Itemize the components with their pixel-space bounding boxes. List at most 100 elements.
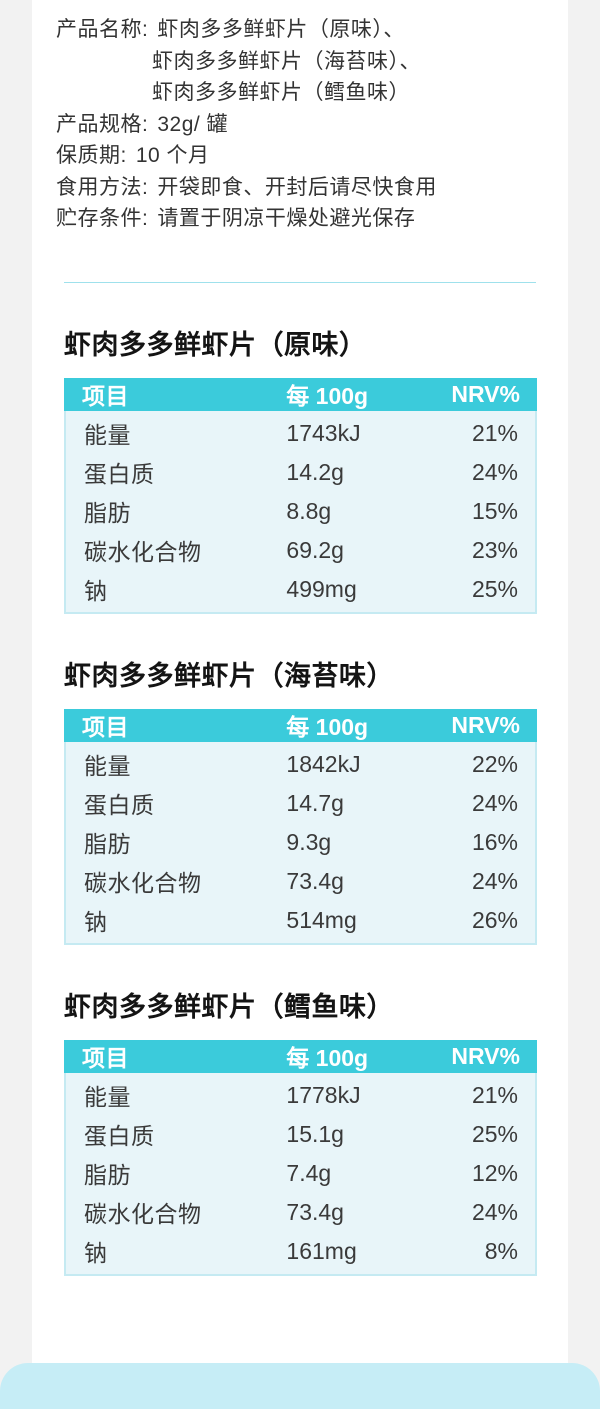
nutrition-section-cod: 虾肉多多鲜虾片（鳕鱼味） 项目 每 100g NRV% 能量 1778kJ 21… (56, 991, 544, 1276)
info-line: 产品名称: 虾肉多多鲜虾片（原味）、 (56, 14, 544, 46)
info-label: 保质期: (56, 144, 127, 167)
table-row: 碳水化合物 69.2g 23% (66, 531, 535, 570)
info-line: 保质期: 10 个月 (56, 140, 544, 172)
table-row: 蛋白质 14.7g 24% (66, 784, 535, 823)
info-value: 虾肉多多鲜虾片（海苔味）、 (152, 49, 421, 73)
table-row: 脂肪 7.4g 12% (66, 1154, 535, 1193)
info-line: 虾肉多多鲜虾片（海苔味）、 (56, 46, 544, 78)
nutrient-nrv: 12% (471, 1159, 518, 1186)
table-row: 能量 1743kJ 21% (66, 414, 535, 453)
nutrient-nrv: 24% (471, 789, 518, 816)
info-value: 请置于阴凉干燥处避光保存 (157, 207, 416, 230)
table-row: 脂肪 9.3g 16% (66, 823, 535, 862)
nutrient-amount: 69.2g (286, 536, 344, 563)
section-title: 虾肉多多鲜虾片（鳕鱼味） (64, 991, 394, 1022)
info-value: 10 个月 (135, 144, 210, 167)
nutrient-name: 脂肪 (84, 500, 131, 526)
table-row: 碳水化合物 73.4g 24% (66, 1193, 535, 1232)
nutrient-amount: 9.3g (286, 828, 332, 855)
nutrient-name: 碳水化合物 (84, 870, 202, 896)
table-row: 碳水化合物 73.4g 24% (66, 862, 535, 901)
nutrient-name: 能量 (84, 1084, 131, 1110)
nutrient-name: 能量 (84, 753, 131, 779)
info-line: 食用方法: 开袋即食、开封后请尽快食用 (56, 172, 544, 204)
header-nrv: NRV% (451, 380, 520, 407)
nutrient-amount: 8.8g (286, 497, 332, 524)
header-item: 项目 (82, 714, 129, 740)
nutrient-name: 脂肪 (84, 1162, 131, 1188)
table-row: 钠 161mg 8% (66, 1232, 535, 1271)
nutrient-nrv: 24% (471, 1198, 518, 1225)
table-body: 能量 1842kJ 22% 蛋白质 14.7g 24% 脂肪 9.3g (64, 741, 537, 945)
table-row: 蛋白质 14.2g 24% (66, 453, 535, 492)
nutrient-name: 碳水化合物 (84, 1201, 202, 1227)
nutrition-section-original: 虾肉多多鲜虾片（原味） 项目 每 100g NRV% 能量 1743kJ 21% (56, 329, 544, 614)
nutrient-amount: 15.1g (286, 1120, 344, 1147)
section-title: 虾肉多多鲜虾片（原味） (64, 329, 367, 360)
table-row: 能量 1842kJ 22% (66, 745, 535, 784)
nutrient-nrv: 8% (484, 1237, 518, 1264)
nutrient-amount: 7.4g (286, 1159, 332, 1186)
nutrient-nrv: 15% (471, 497, 518, 524)
table-row: 脂肪 8.8g 15% (66, 492, 535, 531)
nutrient-amount: 73.4g (286, 1198, 344, 1225)
nutrient-amount: 514mg (286, 906, 357, 933)
nutrient-amount: 1743kJ (286, 419, 361, 446)
info-label: 食用方法: (56, 175, 149, 199)
nutrient-nrv: 25% (471, 575, 518, 602)
product-info: 产品名称: 虾肉多多鲜虾片（原味）、 虾肉多多鲜虾片（海苔味）、 虾肉多多鲜虾片（… (56, 14, 544, 235)
header-item: 项目 (82, 1045, 129, 1071)
nutrient-amount: 1842kJ (286, 750, 361, 777)
nutrition-table: 项目 每 100g NRV% 能量 1842kJ 22% 蛋白质 14.7g (64, 708, 537, 945)
nutrient-nrv: 21% (471, 1081, 518, 1108)
nutrient-amount: 14.2g (286, 458, 344, 485)
nutrient-name: 钠 (84, 1240, 108, 1266)
table-header-row: 项目 每 100g NRV% (64, 377, 537, 411)
table-row: 钠 499mg 25% (66, 570, 535, 609)
info-label: 产品规格: (56, 112, 149, 136)
nutrient-name: 钠 (84, 909, 108, 935)
nutrient-nrv: 24% (471, 458, 518, 485)
table-body: 能量 1778kJ 21% 蛋白质 15.1g 25% 脂肪 7.4g (64, 1072, 537, 1276)
nutrient-amount: 14.7g (286, 789, 344, 816)
info-value: 虾肉多多鲜虾片（原味）、 (157, 18, 405, 41)
section-divider (64, 281, 536, 283)
nutrient-name: 钠 (84, 578, 108, 604)
nutrient-name: 脂肪 (84, 831, 131, 857)
nutrient-name: 碳水化合物 (84, 539, 202, 565)
info-value: 32g/ 罐 (157, 112, 229, 136)
table-row: 钠 514mg 26% (66, 901, 535, 940)
content-card: 产品名称: 虾肉多多鲜虾片（原味）、 虾肉多多鲜虾片（海苔味）、 虾肉多多鲜虾片（… (32, 0, 568, 1409)
nutrient-nrv: 24% (471, 867, 518, 894)
table-header-row: 项目 每 100g NRV% (64, 1039, 537, 1073)
bottom-sheet-card (0, 1363, 600, 1409)
nutrition-table: 项目 每 100g NRV% 能量 1743kJ 21% 蛋白质 14.2g (64, 377, 537, 614)
nutrition-section-seaweed: 虾肉多多鲜虾片（海苔味） 项目 每 100g NRV% 能量 1842kJ 22… (56, 660, 544, 945)
header-per100g: 每 100g (286, 1045, 369, 1071)
nutrient-amount: 161mg (286, 1237, 357, 1264)
table-body: 能量 1743kJ 21% 蛋白质 14.2g 24% 脂肪 8.8g (64, 410, 537, 614)
nutrient-nrv: 22% (471, 750, 518, 777)
nutrient-amount: 1778kJ (286, 1081, 361, 1108)
nutrient-nrv: 26% (471, 906, 518, 933)
nutrient-nrv: 16% (471, 828, 518, 855)
nutrient-nrv: 21% (471, 419, 518, 446)
info-value: 虾肉多多鲜虾片（鳕鱼味） (152, 81, 410, 104)
nutrient-name: 蛋白质 (84, 792, 155, 818)
info-line: 产品规格: 32g/ 罐 (56, 109, 544, 141)
nutrient-name: 蛋白质 (84, 1123, 155, 1149)
info-line: 贮存条件: 请置于阴凉干燥处避光保存 (56, 203, 544, 235)
info-line: 虾肉多多鲜虾片（鳕鱼味） (56, 77, 544, 109)
nutrient-amount: 73.4g (286, 867, 344, 894)
header-item: 项目 (82, 383, 129, 409)
section-title: 虾肉多多鲜虾片（海苔味） (64, 660, 394, 691)
header-nrv: NRV% (451, 1042, 520, 1069)
header-per100g: 每 100g (286, 383, 369, 409)
info-label: 产品名称: (56, 18, 149, 41)
nutrient-nrv: 23% (471, 536, 518, 563)
nutrient-name: 蛋白质 (84, 461, 155, 487)
content-area: 产品名称: 虾肉多多鲜虾片（原味）、 虾肉多多鲜虾片（海苔味）、 虾肉多多鲜虾片（… (32, 0, 568, 1276)
nutrient-nrv: 25% (471, 1120, 518, 1147)
nutrient-amount: 499mg (286, 575, 357, 602)
